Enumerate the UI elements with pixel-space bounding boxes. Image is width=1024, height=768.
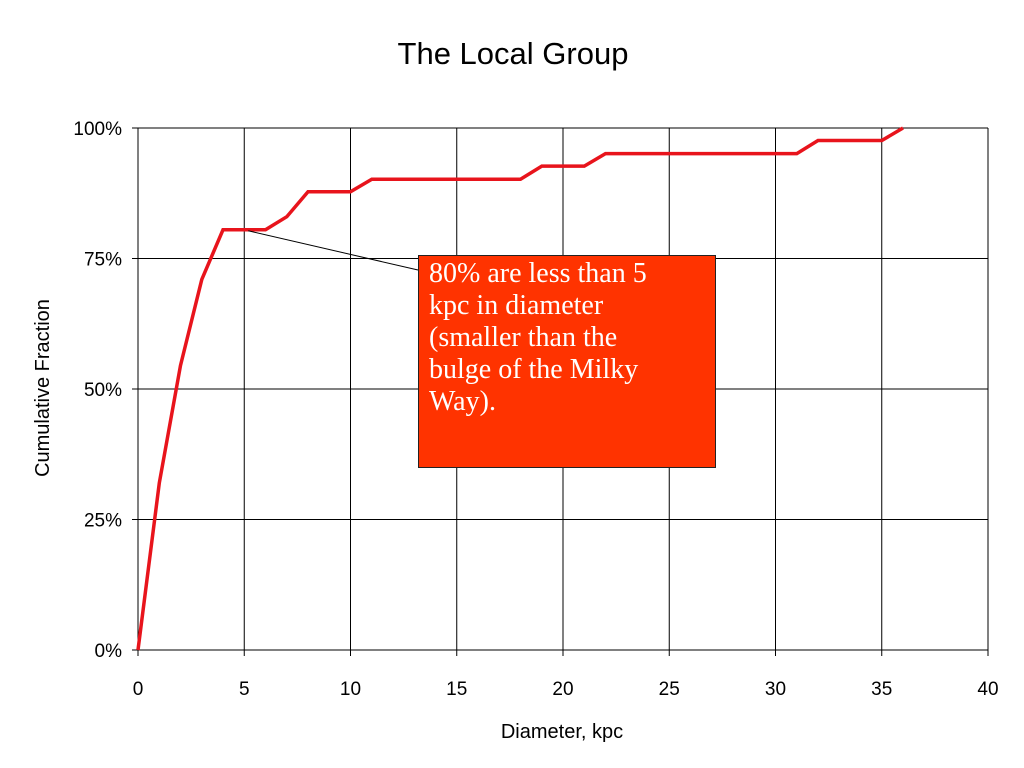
x-tick-label: 35 bbox=[871, 679, 892, 700]
annotation-leader-line bbox=[248, 230, 419, 271]
x-tick-label: 10 bbox=[340, 679, 361, 700]
y-axis-label: Cumulative Fraction bbox=[32, 299, 54, 477]
x-tick-label: 30 bbox=[765, 679, 786, 700]
axes: 0 5 10 15 20 25 30 35 40 0% 25% 50% 75% 100% bbox=[73, 119, 998, 700]
x-tick-label: 40 bbox=[977, 679, 998, 700]
x-tick-label: 5 bbox=[239, 679, 250, 700]
annotation-callout: 80% are less than 5 kpc in diameter (small… bbox=[418, 255, 716, 468]
x-tick-label: 25 bbox=[659, 679, 680, 700]
annotation-leader bbox=[248, 230, 419, 271]
annotation-text-line: 80% are less than 5 bbox=[429, 258, 647, 289]
annotation-text: 80% are less than 5 kpc in diameter (small… bbox=[429, 258, 705, 418]
annotation-text-line: Way). bbox=[429, 386, 496, 417]
annotation-text-line: kpc in diameter bbox=[429, 290, 604, 321]
x-tick-label: 0 bbox=[133, 679, 144, 700]
chart-title: The Local Group bbox=[398, 36, 629, 71]
y-tick-label: 75% bbox=[84, 250, 122, 271]
x-axis-label: Diameter, kpc bbox=[501, 721, 623, 743]
y-tick-label: 0% bbox=[95, 641, 123, 662]
annotation-text-line: (smaller than the bbox=[429, 322, 618, 353]
x-tick-label: 20 bbox=[552, 679, 573, 700]
annotation-text-line: bulge of the Milky bbox=[429, 354, 639, 385]
series-layer bbox=[136, 126, 904, 651]
x-tick-label: 15 bbox=[446, 679, 467, 700]
y-tick-label: 25% bbox=[84, 511, 122, 532]
y-tick-label: 50% bbox=[84, 380, 122, 401]
y-tick-label: 100% bbox=[73, 119, 122, 140]
series-line bbox=[136, 126, 904, 651]
